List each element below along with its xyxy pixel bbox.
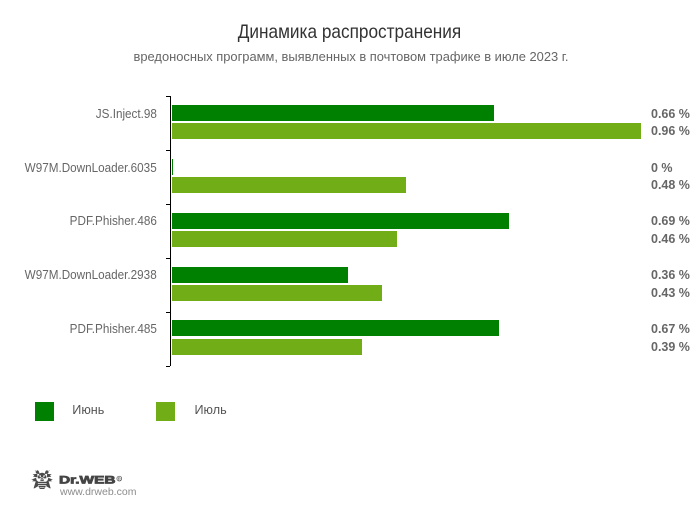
svg-text:R: R <box>118 476 122 481</box>
svg-text:Dr.WEB: Dr.WEB <box>59 475 116 487</box>
